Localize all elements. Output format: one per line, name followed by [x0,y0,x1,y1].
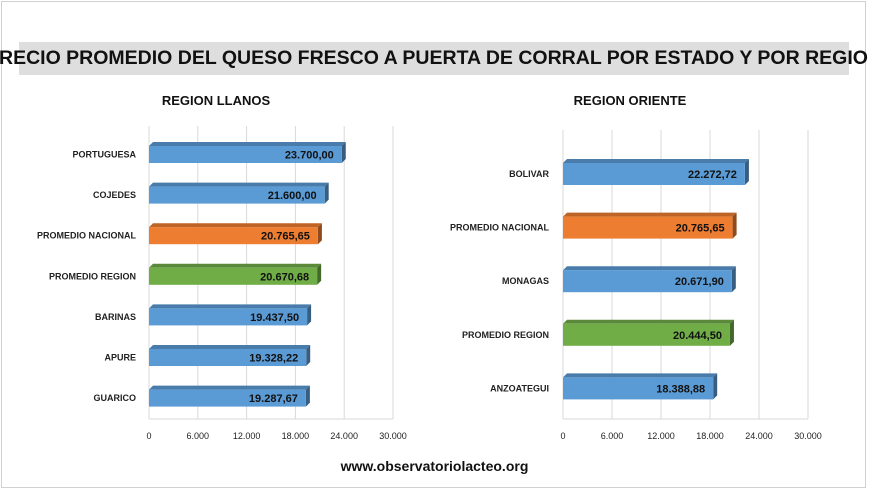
chart-title: REGION ORIENTE [574,93,687,108]
bar-top-face [149,182,329,187]
title-band: PRECIO PROMEDIO DEL QUESO FRESCO A PUERT… [0,42,869,75]
bar-top-face [563,159,749,163]
bar-top-face [149,304,312,309]
bar-side-face [307,304,312,326]
bar [149,146,342,163]
bar-top-face [149,385,310,390]
bar-side-face [713,373,718,400]
category-label: MONAGAS [502,276,549,286]
x-tick-label: 30.000 [794,431,822,441]
data-label: 19.437,50 [250,312,299,324]
x-tick-label: 0 [146,431,151,441]
bar-top-face [563,212,737,217]
bar [563,216,733,239]
bar [149,389,306,407]
data-label: 20.765,65 [676,223,725,235]
data-label: 19.287,67 [249,393,298,405]
x-tick-label: 6.000 [601,431,624,441]
data-label: 20.765,65 [261,231,310,243]
category-label: COJEDES [93,190,136,200]
data-label: 20.670,68 [260,271,309,283]
chart-oriente: REGION ORIENTE 0 6.000 12.000 18.000 24.000 30… [450,93,822,441]
bar-side-face [341,142,346,163]
category-label: BARINAS [95,312,136,322]
data-label: 18.388,88 [656,383,705,395]
data-label: 20.671,90 [675,276,724,288]
footer-website: www.observatoriolacteo.org [340,458,529,474]
bar [149,349,307,366]
bar-side-face [731,266,736,293]
bar-top-face [563,266,736,271]
category-label: PROMEDIO NACIONAL [37,231,137,241]
x-tick-label: 18.000 [282,431,310,441]
chart-llanos: REGION LLANOS 0 6.000 12.000 18.000 24.000 30.… [37,93,407,441]
x-tick-label: 24.000 [745,431,773,441]
bar-side-face [317,263,322,285]
bar [563,270,732,293]
data-label: 20.444,50 [673,330,722,342]
bar [149,267,318,285]
category-label: GUARICO [94,393,137,403]
category-label: PORTUGUESA [72,150,136,160]
bar [149,308,308,326]
bar [149,186,325,204]
x-tick-label: 24.000 [330,431,358,441]
bar-side-face [306,345,311,366]
bar [149,227,318,245]
data-label: 19.328,22 [249,353,298,365]
x-tick-label: 0 [560,431,565,441]
bar-top-face [149,223,322,228]
bar-side-face [317,223,322,245]
bar-top-face [563,373,718,378]
bar-top-face [149,263,322,268]
bar-side-face [732,212,737,239]
bar-side-face [305,385,310,407]
x-tick-label: 18.000 [696,431,724,441]
bar-side-face [324,182,329,204]
bar-top-face [149,142,346,146]
bar-side-face [729,319,734,346]
x-tick-label: 12.000 [647,431,675,441]
data-label: 23.700,00 [285,150,334,162]
x-tick-label: 30.000 [379,431,407,441]
bar [563,323,730,346]
category-label: PROMEDIO REGION [462,330,549,340]
bar-top-face [563,319,734,324]
bar-top-face [149,345,311,349]
category-label: BOLIVAR [509,169,549,179]
main-title: PRECIO PROMEDIO DEL QUESO FRESCO A PUERT… [0,47,869,69]
bar-side-face [744,159,749,185]
category-label: APURE [104,353,136,363]
x-tick-label: 6.000 [187,431,210,441]
category-label: ANZOATEGUI [490,383,549,393]
chart-title: REGION LLANOS [162,93,271,108]
data-label: 22.272,72 [688,169,737,181]
bar [563,163,745,185]
x-tick-label: 12.000 [233,431,261,441]
data-label: 21.600,00 [268,190,317,202]
category-label: PROMEDIO NACIONAL [450,223,550,233]
bar [563,377,714,400]
category-label: PROMEDIO REGION [49,271,136,281]
